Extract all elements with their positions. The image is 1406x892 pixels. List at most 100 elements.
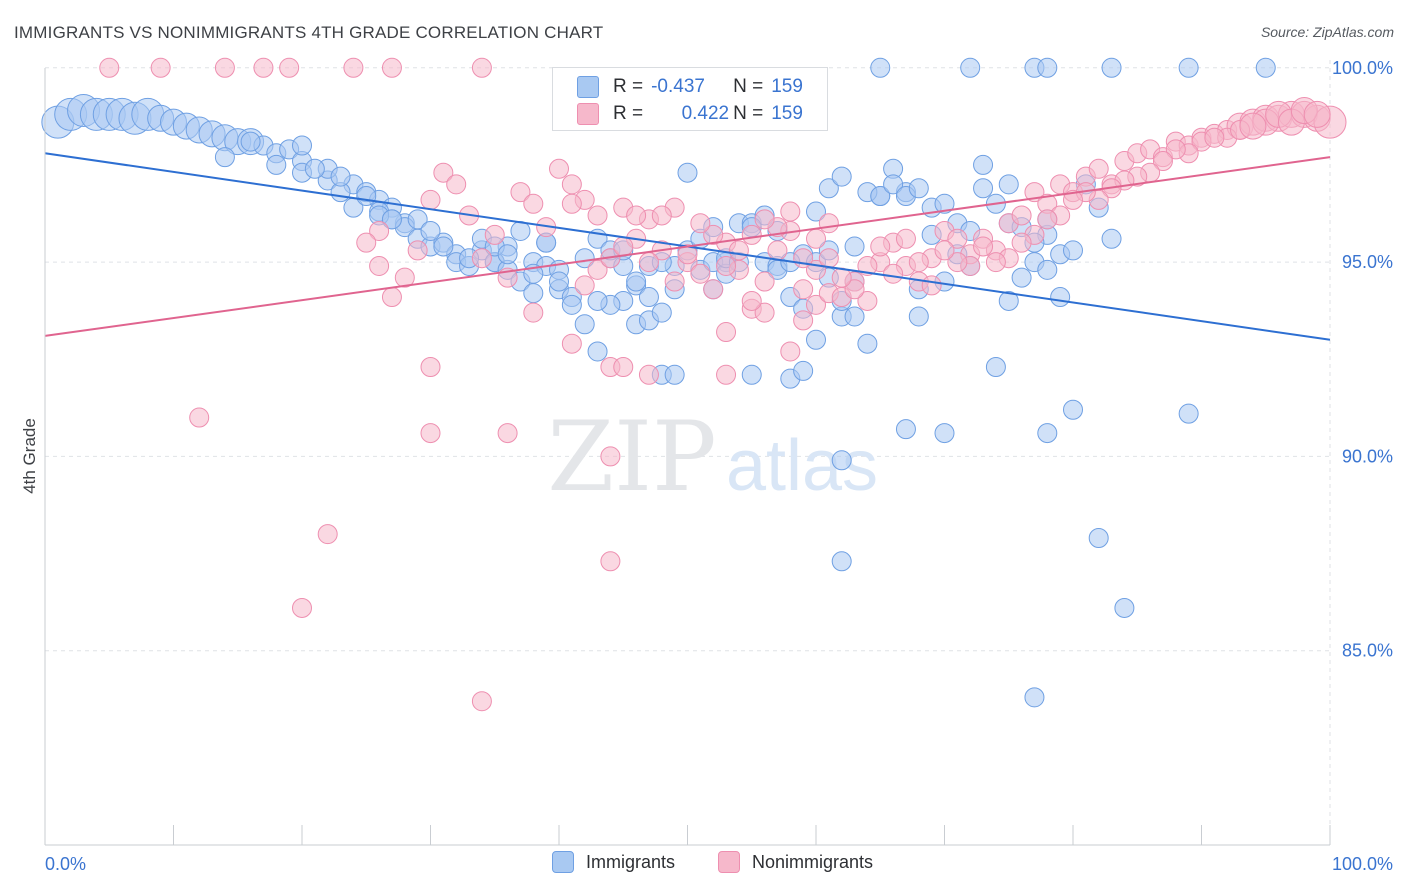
immigrants-point <box>304 158 325 179</box>
nonimmigrants-point <box>189 407 210 428</box>
nonimmigrants-point <box>741 224 762 245</box>
immigrants-point <box>1063 399 1083 420</box>
nonimmigrants-point <box>407 240 428 261</box>
immigrants-point <box>1024 687 1045 708</box>
nonimmigrants-point <box>780 201 801 222</box>
immigrants-point <box>870 186 891 207</box>
immigrants-point <box>356 186 377 207</box>
legend-r-label: R = <box>613 103 644 124</box>
watermark: ZIP atlas <box>547 401 878 513</box>
nonimmigrants-point <box>1303 100 1331 128</box>
nonimmigrants-point <box>420 357 441 378</box>
nonimmigrants-point <box>818 213 839 234</box>
immigrants-point <box>292 135 312 156</box>
nonimmigrants-point <box>651 205 672 226</box>
nonimmigrants-point <box>510 182 531 203</box>
immigrants-point <box>934 193 955 214</box>
nonimmigrants-point <box>703 224 724 245</box>
nonimmigrants-point <box>471 691 492 712</box>
nonimmigrants-point <box>626 205 647 226</box>
nonimmigrants-point <box>716 364 737 385</box>
nonimmigrants-point <box>446 174 467 195</box>
nonimmigrants-point <box>343 57 364 78</box>
correlation-legend: R = -0.437 N = 159 R = 0.422 N = 159 <box>552 67 828 131</box>
nonimmigrants-point <box>587 205 608 226</box>
immigrants-point <box>433 236 454 257</box>
y-axis-label: 4th Grade <box>20 418 39 494</box>
immigrants-point <box>908 178 929 199</box>
immigrants-point <box>1011 267 1032 288</box>
immigrants-point <box>381 209 402 230</box>
axes: 0.0% 100.0% <box>44 68 1393 874</box>
nonimmigrants-point <box>613 357 634 378</box>
legend-n-label: N = <box>733 76 764 97</box>
nonimmigrants-point <box>1165 139 1186 160</box>
y-tick-label: 95.0% <box>1342 252 1393 272</box>
immigrants-point <box>883 174 904 195</box>
nonimmigrants-trend-line <box>44 156 1331 337</box>
immigrants-point <box>741 364 762 385</box>
nonimmigrants-point <box>561 174 582 195</box>
nonimmigrants-point <box>549 158 569 179</box>
immigrants-point <box>1101 228 1122 249</box>
immigrants-point <box>1255 57 1276 78</box>
nonimmigrants-point <box>857 255 878 276</box>
immigrants-point <box>1178 57 1199 78</box>
watermark-atlas: atlas <box>726 426 878 506</box>
nonimmigrants-point <box>973 236 994 257</box>
nonimmigrants-point <box>754 209 775 230</box>
nonimmigrants-point <box>934 240 955 261</box>
nonimmigrants-point <box>1011 205 1032 226</box>
immigrants-point <box>985 357 1006 378</box>
immigrants-point <box>549 271 569 292</box>
nonimmigrants-point <box>638 364 659 385</box>
nonimmigrants-point <box>613 236 634 257</box>
nonimmigrants-point <box>356 232 377 253</box>
nonimmigrants-point <box>716 255 737 276</box>
nonimmigrants-point <box>1204 127 1225 148</box>
nonimmigrants-point <box>1063 189 1083 210</box>
immigrants-point <box>407 209 428 230</box>
nonimmigrants-point <box>831 267 852 288</box>
immigrants-point <box>1063 240 1083 261</box>
nonimmigrants-point <box>317 524 338 545</box>
nonimmigrants-point <box>523 302 544 323</box>
immigrants-point <box>1037 423 1058 444</box>
immigrants-point <box>266 154 287 175</box>
immigrants-point <box>574 314 595 335</box>
nonimmigrants-point <box>587 259 608 280</box>
nonimmigrants-point <box>369 220 390 241</box>
immigrants-point <box>806 201 826 222</box>
nonimmigrants-point <box>754 271 775 292</box>
legend-r-value: 0.422 <box>681 103 730 124</box>
nonimmigrants-point <box>767 240 788 261</box>
nonimmigrants-point <box>985 252 1006 273</box>
nonimmigrants-point <box>523 193 544 214</box>
immigrants-point <box>587 290 608 311</box>
nonimmigrants-point <box>844 279 865 300</box>
nonimmigrants-point <box>870 236 891 257</box>
chart-title: IMMIGRANTS VS NONIMMIGRANTS 4TH GRADE CO… <box>14 23 604 42</box>
nonimmigrants-point <box>677 244 698 265</box>
nonimmigrants-point <box>561 193 582 214</box>
legend-swatch-immigrants <box>552 851 574 873</box>
nonimmigrants-point <box>947 252 968 273</box>
nonimmigrants-point <box>921 275 942 296</box>
nonimmigrants-point <box>1011 232 1032 253</box>
nonimmigrants-point <box>394 267 415 288</box>
nonimmigrants-points <box>99 57 1347 712</box>
immigrants-point <box>587 341 608 362</box>
legend-swatch-nonimmigrants <box>718 851 740 873</box>
immigrants-point <box>844 306 865 327</box>
y-tick-label: 90.0% <box>1342 446 1393 466</box>
immigrants-point <box>895 419 916 440</box>
legend-n-value: 159 <box>771 76 803 97</box>
nonimmigrants-point <box>690 263 711 284</box>
immigrants-point <box>960 57 981 78</box>
x-tick-label: 0.0% <box>45 854 86 874</box>
nonimmigrants-point <box>1239 112 1267 140</box>
nonimmigrants-point <box>253 57 274 78</box>
nonimmigrants-point <box>716 322 737 343</box>
immigrants-point <box>973 154 994 175</box>
